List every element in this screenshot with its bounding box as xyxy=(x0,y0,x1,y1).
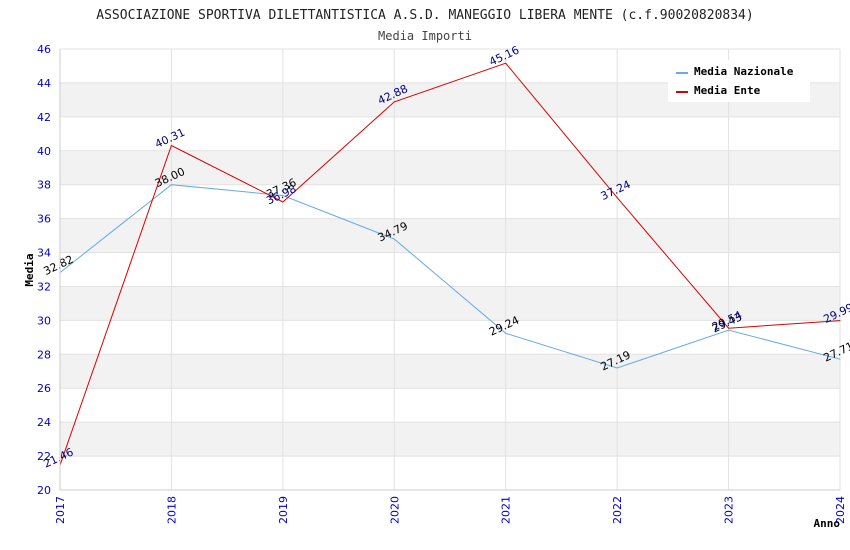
y-tick-label: 22 xyxy=(37,450,51,463)
legend-label-media-ente: Media Ente xyxy=(694,84,761,97)
y-tick-label: 26 xyxy=(37,382,51,395)
y-axis-ticks: 20 22 24 26 28 30 32 34 36 38 40 42 44 46 xyxy=(37,43,51,497)
data-point-media-ente xyxy=(839,320,841,322)
data-point-media-nazionale xyxy=(282,195,284,197)
y-tick-label: 38 xyxy=(37,179,51,192)
legend: Media Nazionale Media Ente xyxy=(668,60,810,102)
y-tick-label: 28 xyxy=(37,348,51,361)
grid-band xyxy=(60,422,840,457)
y-tick-label: 40 xyxy=(37,145,51,158)
grid-band xyxy=(60,150,840,185)
y-tick-label: 32 xyxy=(37,280,51,293)
y-tick-label: 34 xyxy=(37,247,51,260)
y-tick-label: 30 xyxy=(37,314,51,327)
data-point-media-nazionale xyxy=(839,358,841,360)
x-tick-label: 2019 xyxy=(277,496,290,524)
data-point-media-ente xyxy=(282,201,284,203)
series-line-media-ente xyxy=(59,62,841,466)
data-point-media-nazionale xyxy=(393,238,395,240)
grid-band xyxy=(60,354,840,389)
y-tick-label: 24 xyxy=(37,416,51,429)
data-point-media-ente xyxy=(728,327,730,329)
grid-band xyxy=(60,218,840,253)
data-point-media-ente xyxy=(170,145,172,147)
y-tick-label: 44 xyxy=(37,77,51,90)
y-tick-label: 46 xyxy=(37,43,51,56)
chart-title: ASSOCIAZIONE SPORTIVA DILETTANTISTICA A.… xyxy=(96,8,753,23)
y-tick-label: 42 xyxy=(37,111,51,124)
x-tick-label: 2024 xyxy=(834,496,847,524)
x-tick-label: 2022 xyxy=(611,496,624,524)
legend-box xyxy=(668,60,810,102)
x-tick-label: 2023 xyxy=(723,496,736,524)
data-point-media-nazionale xyxy=(170,184,172,186)
series-line-media-nazionale xyxy=(59,184,841,369)
chart-subtitle: Media Importi xyxy=(378,29,472,43)
y-tick-label: 36 xyxy=(37,213,51,226)
data-point-media-nazionale xyxy=(728,329,730,331)
grid-band xyxy=(60,286,840,321)
x-tick-label: 2017 xyxy=(54,496,67,524)
data-point-media-ente xyxy=(505,62,507,64)
x-axis-label: Anno xyxy=(814,517,841,530)
x-tick-label: 2018 xyxy=(165,496,178,524)
y-tick-label: 20 xyxy=(37,484,51,497)
data-point-media-ente xyxy=(616,197,618,199)
y-axis-label: Media xyxy=(23,253,36,286)
x-tick-label: 2020 xyxy=(388,496,401,524)
legend-label-media-nazionale: Media Nazionale xyxy=(694,65,794,78)
data-point-media-nazionale xyxy=(505,332,507,334)
data-label-media-ente: 40.31 xyxy=(153,126,187,151)
x-tick-label: 2021 xyxy=(500,496,513,524)
data-point-media-nazionale xyxy=(616,367,618,369)
data-point-media-ente xyxy=(393,101,395,103)
data-label-media-ente: 45.16 xyxy=(487,44,521,69)
x-axis-ticks: 2017 2018 2019 2020 2021 2022 2023 2024 xyxy=(54,496,847,524)
series-lines xyxy=(59,62,841,466)
